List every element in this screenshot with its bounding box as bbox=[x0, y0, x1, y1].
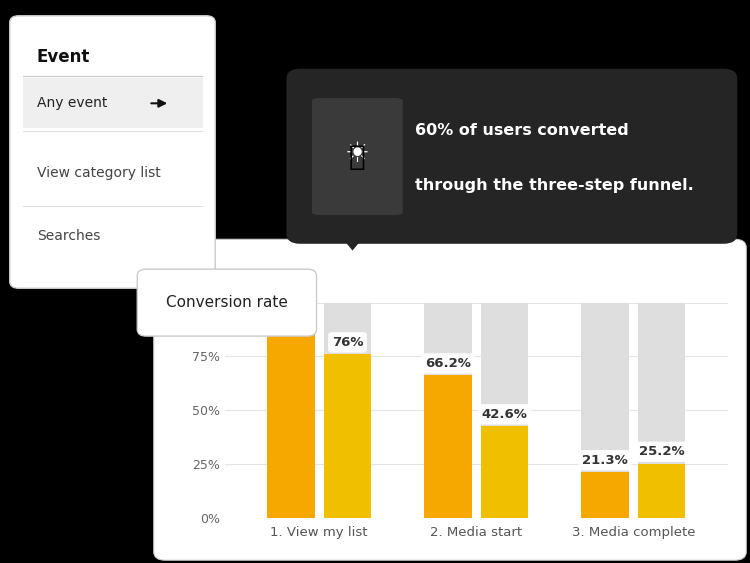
Text: Conversion rate: Conversion rate bbox=[166, 296, 288, 310]
Text: 💡: 💡 bbox=[349, 142, 366, 171]
Text: Event: Event bbox=[37, 48, 90, 66]
FancyBboxPatch shape bbox=[22, 78, 202, 128]
Bar bbox=[268, 302, 314, 518]
Text: 60% of users converted: 60% of users converted bbox=[416, 123, 628, 138]
FancyBboxPatch shape bbox=[312, 98, 403, 215]
Text: 100%: 100% bbox=[271, 284, 311, 297]
Bar bbox=[424, 376, 472, 518]
Bar bbox=[268, 302, 314, 518]
Text: Any event: Any event bbox=[37, 96, 107, 110]
Text: ☀: ☀ bbox=[345, 140, 370, 168]
Text: View category list: View category list bbox=[37, 167, 160, 181]
Bar bbox=[481, 426, 528, 518]
Text: Searches: Searches bbox=[37, 229, 100, 243]
Bar bbox=[581, 472, 628, 518]
Text: 21.3%: 21.3% bbox=[582, 454, 628, 467]
Text: through the three-step funnel.: through the three-step funnel. bbox=[416, 178, 694, 193]
Text: 76%: 76% bbox=[332, 336, 363, 349]
Bar bbox=[424, 302, 472, 518]
Bar bbox=[638, 302, 685, 518]
Text: 42.6%: 42.6% bbox=[482, 408, 527, 421]
Bar bbox=[324, 354, 371, 518]
Bar bbox=[638, 464, 685, 518]
Bar bbox=[481, 302, 528, 518]
Bar bbox=[324, 302, 371, 518]
Text: 25.2%: 25.2% bbox=[639, 445, 684, 458]
Text: 66.2%: 66.2% bbox=[425, 357, 471, 370]
Bar bbox=[581, 302, 628, 518]
